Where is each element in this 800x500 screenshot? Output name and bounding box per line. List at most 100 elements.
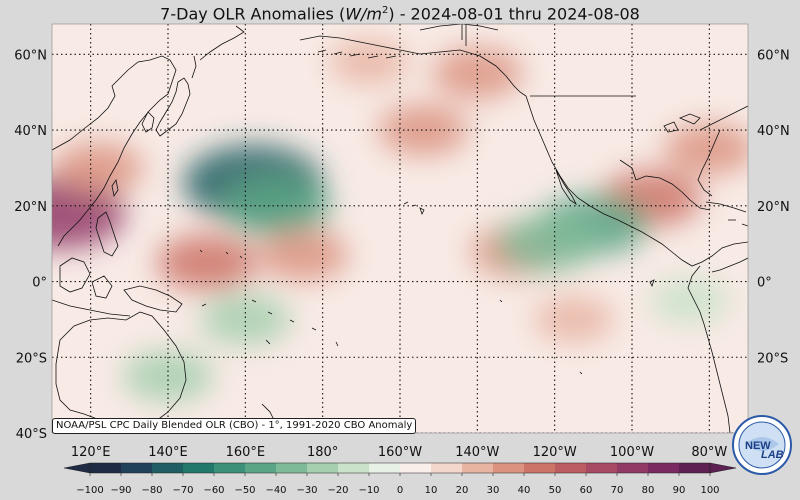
colorbar-segment bbox=[524, 463, 556, 473]
map-plot-area bbox=[52, 24, 748, 433]
newlab-logo: NEW LAB bbox=[731, 414, 793, 476]
longitude-label: 100°W bbox=[610, 445, 654, 460]
australia-coastline bbox=[55, 311, 187, 431]
longitude-label: 80°W bbox=[691, 445, 727, 460]
colorbar-tick-label: 80 bbox=[642, 485, 655, 496]
colorbar-tick-label: −80 bbox=[141, 485, 162, 496]
baja-california bbox=[555, 169, 578, 206]
colorbar-min-extend bbox=[63, 462, 91, 474]
south-america-coastline bbox=[687, 257, 748, 433]
korea-coastline bbox=[141, 111, 155, 133]
longitude-label: 120°E bbox=[71, 445, 111, 460]
pacific-islands bbox=[199, 249, 583, 375]
colorbar-tick-label: −20 bbox=[327, 485, 348, 496]
latitude-label: 20°N bbox=[757, 200, 790, 215]
anomaly-region-positive bbox=[258, 229, 349, 281]
graticule bbox=[52, 24, 748, 433]
anomaly-region-positive bbox=[432, 47, 523, 99]
colorbar-segment bbox=[121, 463, 153, 473]
japan-coastline bbox=[155, 77, 191, 137]
title-unit-exponent: 2 bbox=[381, 5, 389, 16]
anomaly-region-positive bbox=[53, 142, 144, 194]
longitude-label: 120°W bbox=[533, 445, 577, 460]
caribbean-islands bbox=[728, 219, 748, 227]
colorbar-segment bbox=[245, 463, 277, 473]
colorbar-tick-label: 50 bbox=[549, 485, 562, 496]
colorbar-tick-label: 70 bbox=[611, 485, 624, 496]
colorbar-segment bbox=[90, 463, 122, 473]
borneo-coastline bbox=[59, 257, 91, 293]
latitude-label: 40°N bbox=[14, 124, 47, 139]
colorbar-tick-label: −90 bbox=[110, 485, 131, 496]
colorbar-segment bbox=[586, 463, 618, 473]
anomaly-region-negative bbox=[650, 277, 730, 324]
colorbar-tick-label: −70 bbox=[172, 485, 193, 496]
colorbar-tick-label: −100 bbox=[76, 485, 103, 496]
title-unit: W/m bbox=[345, 4, 382, 24]
colorbar-tick-label: −60 bbox=[203, 485, 224, 496]
map-title: 7-Day OLR Anomalies (W/m2) - 2024-08-01 … bbox=[0, 0, 800, 24]
longitude-labels: 120°E 140°E 160°E 180° 160°W 140°W 120°W 100°W 8… bbox=[71, 445, 728, 460]
kamchatka-coastline bbox=[191, 25, 245, 79]
logo-text-main: NEW bbox=[745, 440, 771, 452]
colorbar-segment bbox=[369, 463, 401, 473]
latitude-label: 60°N bbox=[14, 48, 47, 63]
anomaly-region-negative bbox=[200, 293, 291, 345]
latitude-label: 20°S bbox=[16, 351, 47, 366]
anomaly-region-positive bbox=[378, 104, 469, 156]
logo-text-accent: LAB bbox=[761, 449, 784, 461]
alaska-coastline bbox=[299, 35, 527, 97]
latitude-label: 0° bbox=[757, 276, 772, 291]
indonesia-coastline bbox=[52, 275, 131, 317]
longitude-label: 160°E bbox=[226, 445, 266, 460]
colorbar-tick-label: −10 bbox=[358, 485, 379, 496]
longitude-label: 160°W bbox=[378, 445, 422, 460]
north-america-west-coast bbox=[525, 95, 653, 239]
anomaly-region-positive bbox=[534, 296, 614, 343]
latitude-label: 20°N bbox=[14, 200, 47, 215]
philippines-coastline bbox=[95, 211, 119, 257]
colorbar-tick-label: −30 bbox=[296, 485, 317, 496]
colorbar-tick-label: 0 bbox=[397, 485, 403, 496]
latitude-label: 0° bbox=[32, 276, 47, 291]
aleutian-islands bbox=[317, 49, 397, 59]
colorbar-segment bbox=[493, 463, 525, 473]
anomaly-region-positive bbox=[664, 123, 748, 175]
colorbar-tick-label: 30 bbox=[487, 485, 500, 496]
anomaly-region-positive bbox=[329, 38, 410, 85]
anomaly-region-negative bbox=[496, 215, 597, 272]
latitude-labels-left: 60°N 40°N 20°N 0° 20°S 40°S bbox=[14, 48, 47, 442]
colorbar-segment bbox=[648, 463, 680, 473]
colorbar-tick-label: −50 bbox=[234, 485, 255, 496]
latitude-label: 60°N bbox=[757, 48, 790, 63]
colorbar: −100 −90 −80 −70 −60 −50 −40 −30 −20 −10 0 10 20 30 40… bbox=[63, 462, 737, 496]
north-america-east-coast bbox=[697, 105, 748, 197]
colorbar-segment bbox=[555, 463, 587, 473]
latitude-labels-right: 60°N40°N20°N0°20°S40°S bbox=[757, 48, 790, 442]
colorbar-segment bbox=[431, 463, 463, 473]
colorbar-segment bbox=[307, 463, 339, 473]
latitude-label: 40°N bbox=[757, 124, 790, 139]
latitude-label: 20°S bbox=[757, 351, 788, 366]
alaska-north bbox=[419, 24, 499, 40]
colorbar-tick-label: 10 bbox=[425, 485, 438, 496]
anomaly-region-positive bbox=[52, 177, 125, 249]
colorbar-segment bbox=[679, 463, 711, 473]
colorbar-tick-label: 20 bbox=[456, 485, 469, 496]
longitude-label: 140°W bbox=[455, 445, 499, 460]
colorbar-segment bbox=[152, 463, 184, 473]
colorbar-tick-label: 60 bbox=[580, 485, 593, 496]
data-source-credit: NOAA/PSL CPC Daily Blended OLR (CBO) - 1… bbox=[52, 418, 417, 434]
central-america-coast bbox=[651, 237, 748, 267]
longitude-label: 140°E bbox=[148, 445, 188, 460]
anomaly-region-negative bbox=[221, 175, 332, 237]
title-prefix: 7-Day OLR Anomalies ( bbox=[160, 4, 346, 24]
coastline-layer bbox=[52, 24, 748, 433]
east-asia-coastline bbox=[52, 55, 177, 247]
colorbar-segment bbox=[400, 463, 432, 473]
colorbar-segment bbox=[338, 463, 370, 473]
longitude-label: 180° bbox=[307, 445, 338, 460]
colorbar-segment bbox=[183, 463, 215, 473]
colorbar-segment bbox=[617, 463, 649, 473]
